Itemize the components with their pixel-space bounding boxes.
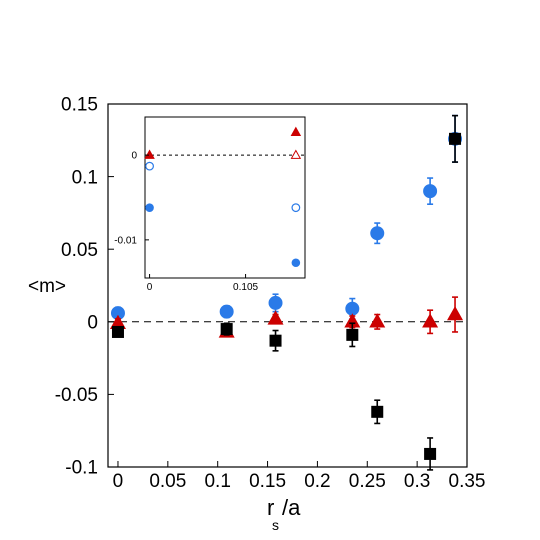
x-axis-title-subscript: s [272,517,279,533]
main-x-tick-label: 0.1 [204,471,230,492]
main-y-tick-label: -0.05 [55,385,98,406]
main-y-ticks: -0.1 -0.05 0 0.05 0.1 0.15 [55,95,114,479]
main-y-tick-label: -0.1 [65,458,98,479]
x-axis-title: r s /a [267,495,301,533]
main-plot-frame [107,103,468,468]
main-x-tick-label: 0.25 [349,471,386,492]
main-square-marker [111,325,124,338]
main-circle-marker [423,184,438,199]
main-y-tick-label: 0.1 [72,167,98,188]
main-y-tick-label: 0 [87,312,98,333]
main-circle-marker [345,301,360,316]
main-triangle-marker [447,306,464,321]
inset-y-tick-label: 0 [131,151,137,162]
main-square-marker [449,132,462,145]
main-x-tick-label: 0.2 [304,471,330,492]
inset-triangle-marker [144,149,155,159]
main-square-marker [269,334,282,347]
main-x-ticks: 0 0.05 0.1 0.15 0.2 0.25 0.3 0.35 [113,461,486,492]
main-square-marker [346,328,359,341]
main-circle-marker [268,295,283,310]
main-circle-marker [370,226,385,241]
main-axes [107,103,468,468]
main-square-marker [371,405,384,418]
main-x-tick-label: 0.15 [249,471,286,492]
main-y-tick-label: 0.05 [61,240,98,261]
inset-x-ticks: 0 0.105 [147,274,259,293]
main-data-marks [109,114,464,471]
inset-x-tick-label: 0 [147,282,153,293]
y-axis-title: <m> [28,276,66,297]
main-circle-marker [219,304,234,319]
main-triangle-marker [422,313,439,328]
main-y-tick-label: 0.15 [61,95,98,116]
main-x-tick-label: 0.3 [404,471,430,492]
main-triangle-marker [369,313,386,328]
x-axis-title-rest: /a [282,495,301,520]
inset-x-tick-label: 0.105 [233,282,258,293]
main-square-marker [220,323,233,336]
inset-plot-frame [144,116,306,279]
inset-triangle-marker [290,126,302,136]
main-x-tick-label: 0.05 [149,471,186,492]
inset-triangle-marker [290,149,302,159]
inset-circle-marker [291,258,301,268]
inset-y-ticks: 0 -0.01 [114,151,149,246]
x-axis-title-main: r [267,495,274,520]
main-square-marker [424,447,437,460]
inset-data-marks [144,126,302,268]
inset-circle-marker [145,161,154,171]
inset-circle-marker [145,203,154,212]
main-triangle-marker [267,310,284,325]
inset-y-tick-label: -0.01 [114,235,137,246]
main-x-tick-label: 0.35 [449,471,486,492]
inset-axes [144,116,306,279]
inset-circle-marker [291,203,301,213]
main-x-tick-label: 0 [113,471,124,492]
